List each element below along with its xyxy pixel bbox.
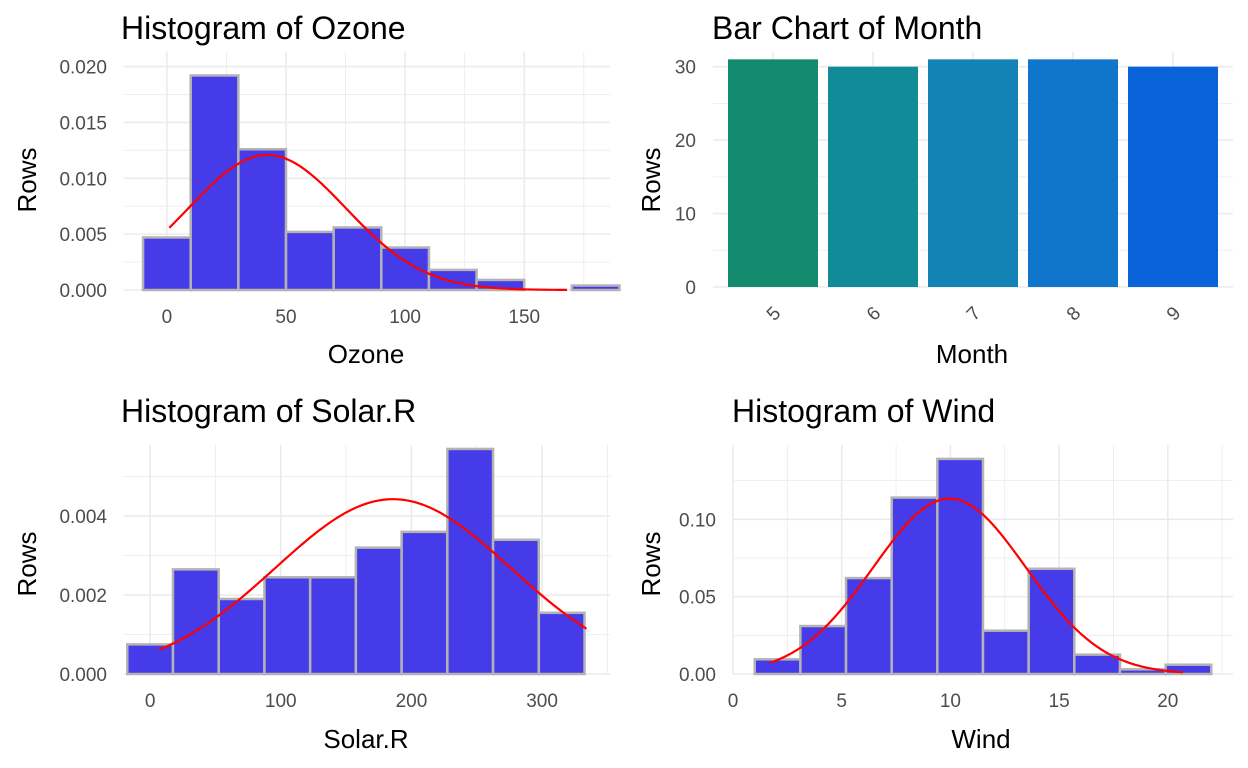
y-axis-label: Rows xyxy=(636,531,666,596)
bar xyxy=(928,59,1018,287)
x-tick-label: 50 xyxy=(275,307,296,328)
plot-area: 0 100 200 300 0.000 0.002 0.004 xyxy=(59,445,610,712)
y-tick-label: 0.000 xyxy=(59,665,107,686)
x-tick-label: 100 xyxy=(265,691,297,712)
bar xyxy=(828,66,918,287)
histogram-bar xyxy=(400,530,449,676)
x-tick-label: 0 xyxy=(728,691,739,712)
histogram-bar xyxy=(1073,653,1122,676)
panel-wind-histogram: 0 5 10 15 20 0.00 0.05 0.10 Histogram of Wind W… xyxy=(636,393,1233,754)
histogram-bar xyxy=(446,447,495,676)
x-axis-label: Ozone xyxy=(328,339,405,369)
chart-title: Histogram of Solar.R xyxy=(121,393,416,429)
x-axis-label: Month xyxy=(936,339,1008,369)
histogram-bar xyxy=(141,236,192,292)
x-tick-label: 150 xyxy=(508,307,540,328)
histogram-bar xyxy=(475,278,526,292)
plot-area: 0 50 100 150 0.000 0.005 0.010 0.015 0.020 xyxy=(59,52,621,328)
y-tick-label: 0.000 xyxy=(59,281,107,302)
x-tick-label: 7 xyxy=(963,303,985,325)
x-tick-label: 10 xyxy=(940,691,961,712)
chart-title: Histogram of Ozone xyxy=(121,10,406,46)
histogram-bar xyxy=(491,538,541,676)
x-tick-label: 6 xyxy=(863,303,885,325)
histogram-bar xyxy=(844,576,893,676)
histogram-bar xyxy=(354,546,403,676)
y-tick-label: 0.020 xyxy=(59,58,107,79)
x-tick-label: 100 xyxy=(389,307,421,328)
x-tick-label: 0 xyxy=(145,691,156,712)
histogram-bar xyxy=(890,496,939,676)
y-tick-label: 10 xyxy=(675,205,696,226)
histogram-bar xyxy=(126,643,175,676)
y-tick-label: 0.005 xyxy=(59,225,107,246)
histogram-bar xyxy=(237,147,288,292)
x-tick-label: 200 xyxy=(396,691,428,712)
histogram-bar xyxy=(799,624,848,676)
histogram-bar xyxy=(284,230,335,292)
bar xyxy=(1028,59,1118,287)
x-axis-label: Solar.R xyxy=(323,724,408,754)
y-tick-label: 0.002 xyxy=(59,586,107,607)
x-tick-label: 15 xyxy=(1049,691,1070,712)
bar xyxy=(728,59,818,287)
histogram-bar xyxy=(1027,567,1076,676)
y-axis-label: Rows xyxy=(12,147,42,212)
bar xyxy=(1128,66,1218,287)
density-curve xyxy=(158,498,588,651)
x-tick-label: 20 xyxy=(1157,691,1178,712)
y-tick-label: 0.015 xyxy=(59,113,107,134)
histogram-bar xyxy=(753,658,802,676)
y-tick-label: 0.00 xyxy=(679,665,716,686)
x-tick-label: 5 xyxy=(763,303,785,325)
histogram-bar xyxy=(380,246,431,292)
y-tick-label: 20 xyxy=(675,131,696,152)
y-tick-label: 0 xyxy=(685,278,696,299)
y-tick-label: 0.010 xyxy=(59,169,107,190)
panel-solar-histogram: 0 100 200 300 0.000 0.002 0.004 Histogram of S… xyxy=(12,393,610,754)
x-tick-label: 300 xyxy=(526,691,558,712)
chart-title: Bar Chart of Month xyxy=(712,10,982,46)
histogram-bar xyxy=(1164,663,1213,676)
x-tick-label: 9 xyxy=(1163,303,1185,325)
histogram-bar xyxy=(427,268,478,292)
y-tick-label: 0.10 xyxy=(679,510,716,531)
histogram-bar xyxy=(981,629,1030,676)
density-curve xyxy=(168,153,568,292)
panel-month-bar-chart: 5 6 7 8 9 0 10 20 30 Bar Chart of Month Month Ro… xyxy=(636,10,1233,369)
histogram-bar xyxy=(263,576,312,676)
histogram-bar xyxy=(936,457,985,676)
y-tick-label: 30 xyxy=(675,58,696,79)
x-tick-label: 0 xyxy=(162,307,173,328)
y-axis-label: Rows xyxy=(636,147,666,212)
bars xyxy=(728,59,1218,287)
plot-area: 5 6 7 8 9 0 10 20 30 xyxy=(675,52,1233,325)
histogram-bar xyxy=(308,576,358,676)
chart-title: Histogram of Wind xyxy=(732,393,995,429)
panel-ozone-histogram: 0 50 100 150 0.000 0.005 0.010 0.015 0.020 Histo… xyxy=(12,10,621,369)
bars xyxy=(753,457,1213,676)
x-tick-label: 5 xyxy=(836,691,847,712)
density-curve xyxy=(769,497,1184,674)
x-axis-label: Wind xyxy=(951,724,1010,754)
histogram-bar xyxy=(570,284,621,292)
plot-area: 0 5 10 15 20 0.00 0.05 0.10 xyxy=(679,445,1233,712)
y-axis-label: Rows xyxy=(12,531,42,596)
x-tick-label: 8 xyxy=(1063,303,1085,325)
bars xyxy=(126,447,586,676)
y-tick-label: 0.05 xyxy=(679,588,716,609)
y-tick-label: 0.004 xyxy=(59,507,107,528)
